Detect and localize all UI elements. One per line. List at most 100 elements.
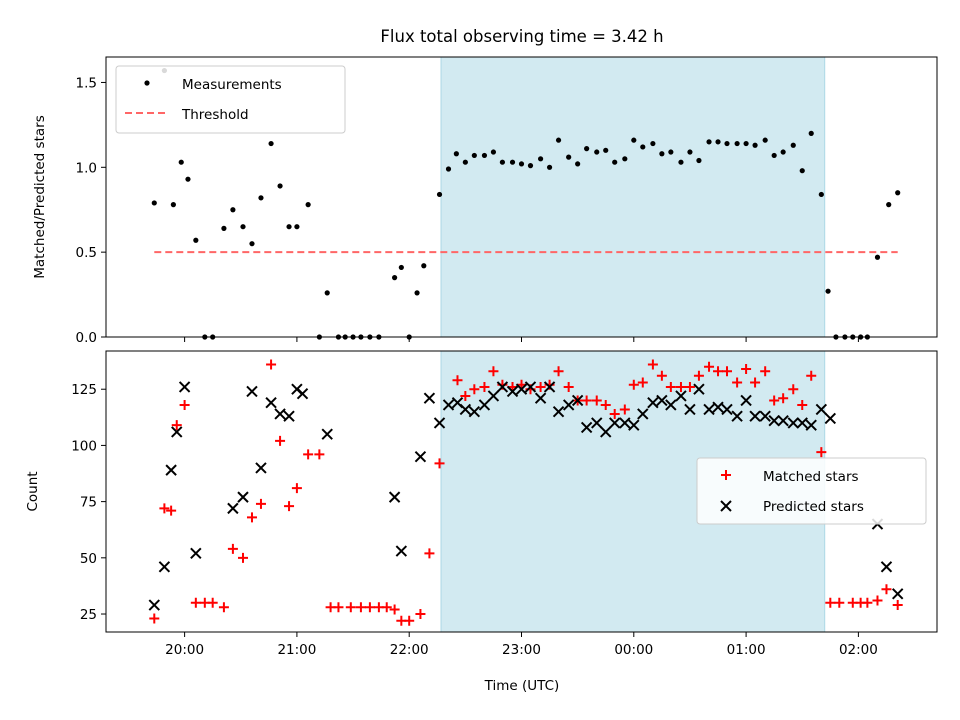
measurement-point xyxy=(294,224,300,230)
predicted-point xyxy=(543,381,556,393)
predicted-point xyxy=(459,403,472,416)
predicted-point xyxy=(506,385,519,398)
measurement-point xyxy=(509,159,516,165)
matched-point xyxy=(553,366,564,377)
predicted-point xyxy=(478,399,491,411)
matched-point xyxy=(452,375,463,386)
measurement-point xyxy=(650,140,656,147)
measurement-point xyxy=(762,137,768,143)
measurement-point xyxy=(546,164,553,170)
measurement-point xyxy=(706,139,712,145)
matched-point xyxy=(159,503,170,514)
measurement-point xyxy=(193,237,199,243)
matched-point xyxy=(591,395,602,406)
matched-point xyxy=(266,359,277,370)
measurement-point xyxy=(555,137,562,143)
matched-point xyxy=(834,597,845,608)
matched-point xyxy=(333,602,344,613)
predicted-point xyxy=(647,396,659,409)
matched-point xyxy=(825,597,836,608)
matched-point xyxy=(535,381,546,392)
y-tick-label: 75 xyxy=(80,495,97,511)
matched-point xyxy=(722,366,733,377)
matched-point xyxy=(415,609,426,620)
predicted-point xyxy=(815,403,828,416)
matched-point xyxy=(797,399,808,410)
predicted-point xyxy=(296,388,309,400)
matched-point xyxy=(713,366,724,377)
predicted-point xyxy=(552,405,565,418)
x-tick-label: 01:00 xyxy=(727,642,766,658)
matched-point xyxy=(760,366,771,377)
matched-point xyxy=(788,384,799,395)
measurement-point xyxy=(178,159,184,165)
matched-point xyxy=(732,377,743,388)
measurement-point xyxy=(527,163,534,169)
predicted-point xyxy=(227,502,239,515)
matched-point xyxy=(488,366,499,377)
predicted-point xyxy=(158,561,171,573)
measurement-point xyxy=(277,183,283,189)
measurement-point xyxy=(170,202,176,208)
x-tick-label: 22:00 xyxy=(390,642,429,658)
measurement-point xyxy=(490,149,497,155)
predicted-point xyxy=(656,394,668,407)
matched-point xyxy=(693,370,704,381)
matched-point xyxy=(469,384,480,395)
predicted-point xyxy=(777,414,789,427)
legend-box xyxy=(115,65,346,134)
legend-label-threshold: Threshold xyxy=(181,107,249,123)
predicted-point xyxy=(148,599,160,611)
predicted-point xyxy=(534,392,547,404)
predicted-point xyxy=(703,403,715,416)
matched-point xyxy=(238,552,249,563)
predicted-point xyxy=(712,401,724,413)
chart-title: Flux total observing time = 3.42 h xyxy=(380,27,663,46)
predicted-point xyxy=(693,383,705,395)
matched-point xyxy=(149,613,160,624)
predicted-point xyxy=(591,417,603,429)
x-tick-label: 20:00 xyxy=(165,642,204,658)
measurement-point xyxy=(818,191,824,198)
legend: Matched stars Predicted stars xyxy=(696,457,927,525)
measurement-point xyxy=(230,207,236,213)
x-tick-label: 02:00 xyxy=(839,642,878,658)
predicted-point xyxy=(571,394,584,407)
predicted-point xyxy=(796,417,808,429)
y-axis-label: Matched/Predicted stars xyxy=(32,115,48,278)
matched-point xyxy=(284,501,295,512)
y-tick-label: 1.5 xyxy=(76,75,97,91)
measurement-point xyxy=(874,254,881,260)
matched-point xyxy=(684,381,695,392)
matched-point xyxy=(750,377,761,388)
matched-point xyxy=(355,602,366,613)
legend-label-predicted: Predicted stars xyxy=(763,499,864,515)
measurement-point xyxy=(537,156,544,162)
predicted-point xyxy=(468,405,481,418)
y-tick-label: 0.5 xyxy=(76,245,97,261)
predicted-point xyxy=(665,399,677,411)
predicted-point xyxy=(496,381,509,393)
predicted-point xyxy=(740,394,752,407)
predicted-point xyxy=(237,491,249,503)
measurement-point xyxy=(471,152,477,159)
matched-point xyxy=(741,363,752,374)
matched-point xyxy=(303,449,314,460)
y-tick-label: 1.0 xyxy=(76,160,97,176)
matched-point xyxy=(816,447,827,458)
measurement-point xyxy=(575,161,581,167)
matched-point xyxy=(246,512,257,523)
legend-marker-measurements xyxy=(144,80,150,86)
predicted-point xyxy=(891,588,904,600)
matched-point xyxy=(806,370,817,381)
matched-point xyxy=(769,395,780,406)
predicted-point xyxy=(515,383,528,395)
measurement-point xyxy=(392,275,398,281)
matched-point xyxy=(218,602,229,613)
matched-point xyxy=(291,483,302,494)
legend-marker-predicted xyxy=(720,500,732,512)
predicted-point xyxy=(768,414,780,427)
matched-point xyxy=(389,604,400,615)
matched-point xyxy=(179,399,190,410)
measurement-point xyxy=(780,149,786,155)
